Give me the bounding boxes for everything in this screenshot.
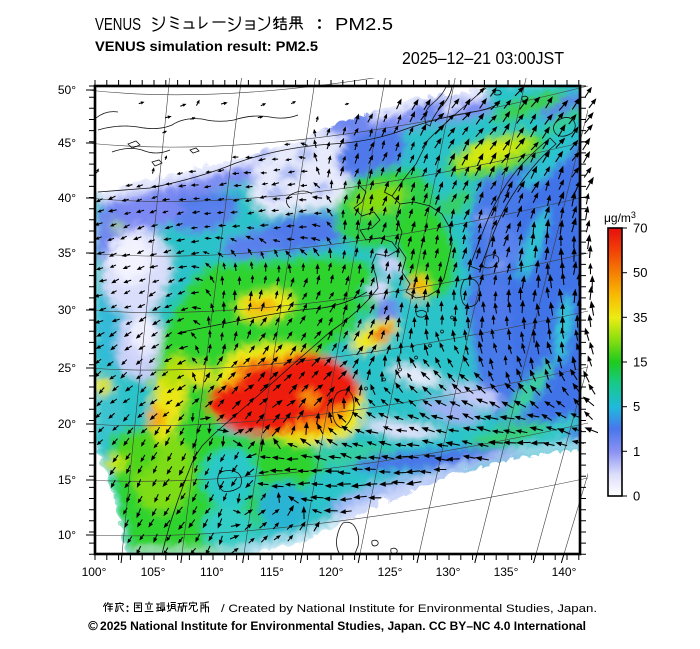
svg-text:50°: 50° [58,83,76,97]
svg-text:PM2.5: PM2.5 [335,14,393,34]
svg-text:VENUS: VENUS [95,14,141,34]
svg-text:30°: 30° [58,303,76,317]
svg-text:50: 50 [633,265,647,280]
svg-text:2025 National Institute for En: 2025 National Institute for Environmenta… [100,621,586,633]
svg-text:2025–12–21 03:00JST: 2025–12–21 03:00JST [402,48,564,68]
svg-text:μg/m3: μg/m3 [604,210,636,225]
svg-text:/ Created by National Institut: / Created by National Institute for Envi… [221,603,597,615]
svg-text:35°: 35° [58,246,76,260]
svg-text:15°: 15° [58,473,76,487]
svg-text:35: 35 [633,310,647,325]
svg-text:20°: 20° [58,417,76,431]
svg-text:40°: 40° [58,191,76,205]
svg-text:105°: 105° [141,565,166,579]
svg-text:15: 15 [633,355,647,370]
svg-text:130°: 130° [436,565,461,579]
svg-text:45°: 45° [58,136,76,150]
svg-text:10°: 10° [58,528,76,542]
svg-text:120°: 120° [319,565,344,579]
svg-text:0: 0 [633,489,640,504]
svg-text:5: 5 [633,399,640,414]
svg-text:135°: 135° [494,565,519,579]
svg-text:125°: 125° [378,565,403,579]
svg-text:70: 70 [633,221,647,236]
svg-text:VENUS simulation result: PM2.5: VENUS simulation result: PM2.5 [95,39,319,54]
svg-text:115°: 115° [260,565,284,579]
svg-text:140°: 140° [552,565,577,579]
svg-text:25°: 25° [58,361,76,375]
svg-text:100°: 100° [82,565,107,579]
svg-text:1: 1 [633,444,640,459]
svg-text:110°: 110° [200,565,224,579]
